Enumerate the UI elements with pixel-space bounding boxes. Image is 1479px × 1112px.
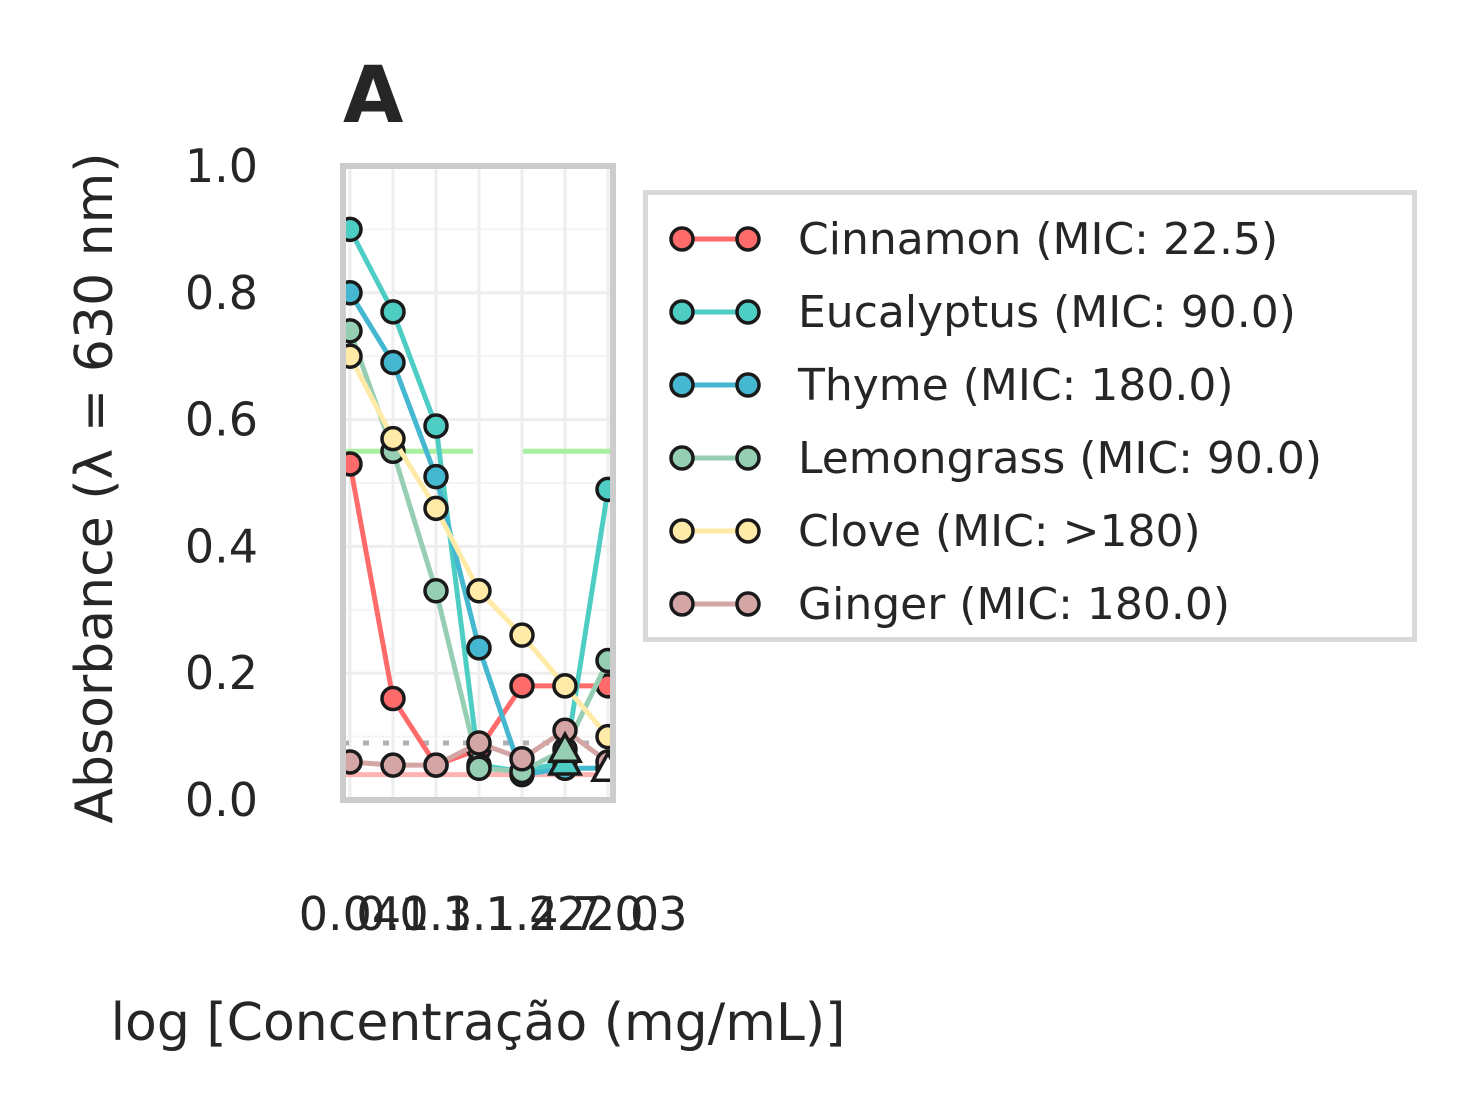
legend-item-lemongrass: Lemongrass (MIC: 90.0) (660, 428, 1322, 488)
data-point-clove (423, 495, 449, 522)
plot-frame (340, 163, 616, 803)
y-tick-label: 0.4 (185, 519, 258, 573)
legend-swatch-lemongrass (669, 445, 761, 471)
legend-label-clove: Clove (MIC: >180) (798, 505, 1201, 557)
x-axis-label: log [Concentração (mg/mL)] (111, 993, 846, 1053)
y-axis-label: Absorbance (λ = 630 nm) (65, 152, 125, 823)
y-tick-label: 0.6 (185, 393, 258, 447)
data-point-lemongrass (466, 755, 492, 782)
x-tick-label: 2.7 (528, 887, 601, 941)
data-point-eucalyptus (423, 413, 449, 439)
data-point-ginger (509, 746, 535, 772)
legend-item-clove: Clove (MIC: >180) (660, 501, 1201, 561)
data-point-clove (466, 578, 492, 604)
data-point-clove (509, 622, 535, 648)
x-tick-label: 0.3 (614, 887, 687, 941)
legend-swatch-eucalyptus (669, 299, 761, 325)
data-point-lemongrass (423, 578, 449, 604)
legend-item-ginger: Ginger (MIC: 180.0) (660, 574, 1230, 634)
x-tick-label: 1.1 (442, 887, 515, 941)
legend-swatch-clove (669, 518, 761, 544)
legend-label-lemongrass: Lemongrass (MIC: 90.0) (798, 432, 1323, 484)
data-series (343, 216, 613, 788)
legend-item-eucalyptus: Eucalyptus (MIC: 90.0) (660, 282, 1296, 342)
data-point-thyme (380, 349, 406, 376)
y-tick-label: 1.0 (185, 139, 258, 193)
legend-label-eucalyptus: Eucalyptus (MIC: 90.0) (798, 286, 1296, 338)
x-tick-label: 0.04 (299, 887, 401, 941)
legend-label-thyme: Thyme (MIC: 180.0) (798, 359, 1234, 411)
data-point-clove (552, 673, 578, 699)
legend-item-cinnamon: Cinnamon (MIC: 22.5) (660, 209, 1278, 269)
x-tick-label: 1.4 (485, 887, 558, 941)
triangle-marker (590, 749, 613, 783)
x-tick-labels: 0.040.10.31.11.42.722.00.3 (299, 887, 688, 941)
data-point-clove (595, 723, 613, 750)
data-point-clove (380, 425, 406, 452)
legend-swatch-ginger (669, 591, 761, 617)
data-point-ginger (466, 730, 492, 756)
legend-label-ginger: Ginger (MIC: 180.0) (798, 578, 1231, 630)
legend-label-cinnamon: Cinnamon (MIC: 22.5) (798, 213, 1279, 265)
x-tick-label: 22.0 (557, 887, 659, 941)
legend-swatch-cinnamon (669, 226, 761, 252)
data-point-ginger (380, 752, 406, 778)
data-point-eucalyptus (380, 299, 406, 325)
data-point-thyme (343, 280, 363, 306)
data-point-ginger (423, 752, 449, 778)
data-point-clove (343, 343, 363, 369)
y-tick-labels: 0.0 0.2 0.4 0.6 0.8 1.0 (185, 139, 258, 827)
y-tick-label: 0.8 (185, 266, 258, 320)
data-point-cinnamon (343, 451, 363, 477)
data-point-lemongrass (343, 318, 363, 344)
data-point-cinnamon (509, 673, 535, 699)
triangle-marker (547, 730, 583, 764)
x-tick-label: 0.3 (399, 887, 472, 941)
data-point-eucalyptus (343, 216, 363, 243)
y-tick-label: 0.0 (185, 773, 258, 827)
data-point-eucalyptus (595, 476, 613, 503)
x-tick-label: 0.1 (356, 887, 429, 941)
panel-label: A (343, 51, 403, 141)
legend-item-thyme: Thyme (MIC: 180.0) (660, 355, 1234, 415)
legend: Cinnamon (MIC: 22.5) Eucalyptus (MIC: 90… (643, 190, 1417, 642)
legend-swatch-thyme (669, 372, 761, 398)
data-point-thyme (466, 635, 492, 661)
data-point-ginger (343, 749, 363, 775)
data-point-cinnamon (380, 685, 406, 712)
data-point-thyme (423, 463, 449, 490)
triangle-markers (547, 730, 613, 783)
y-tick-label: 0.2 (185, 646, 258, 700)
data-point-lemongrass (595, 647, 613, 674)
